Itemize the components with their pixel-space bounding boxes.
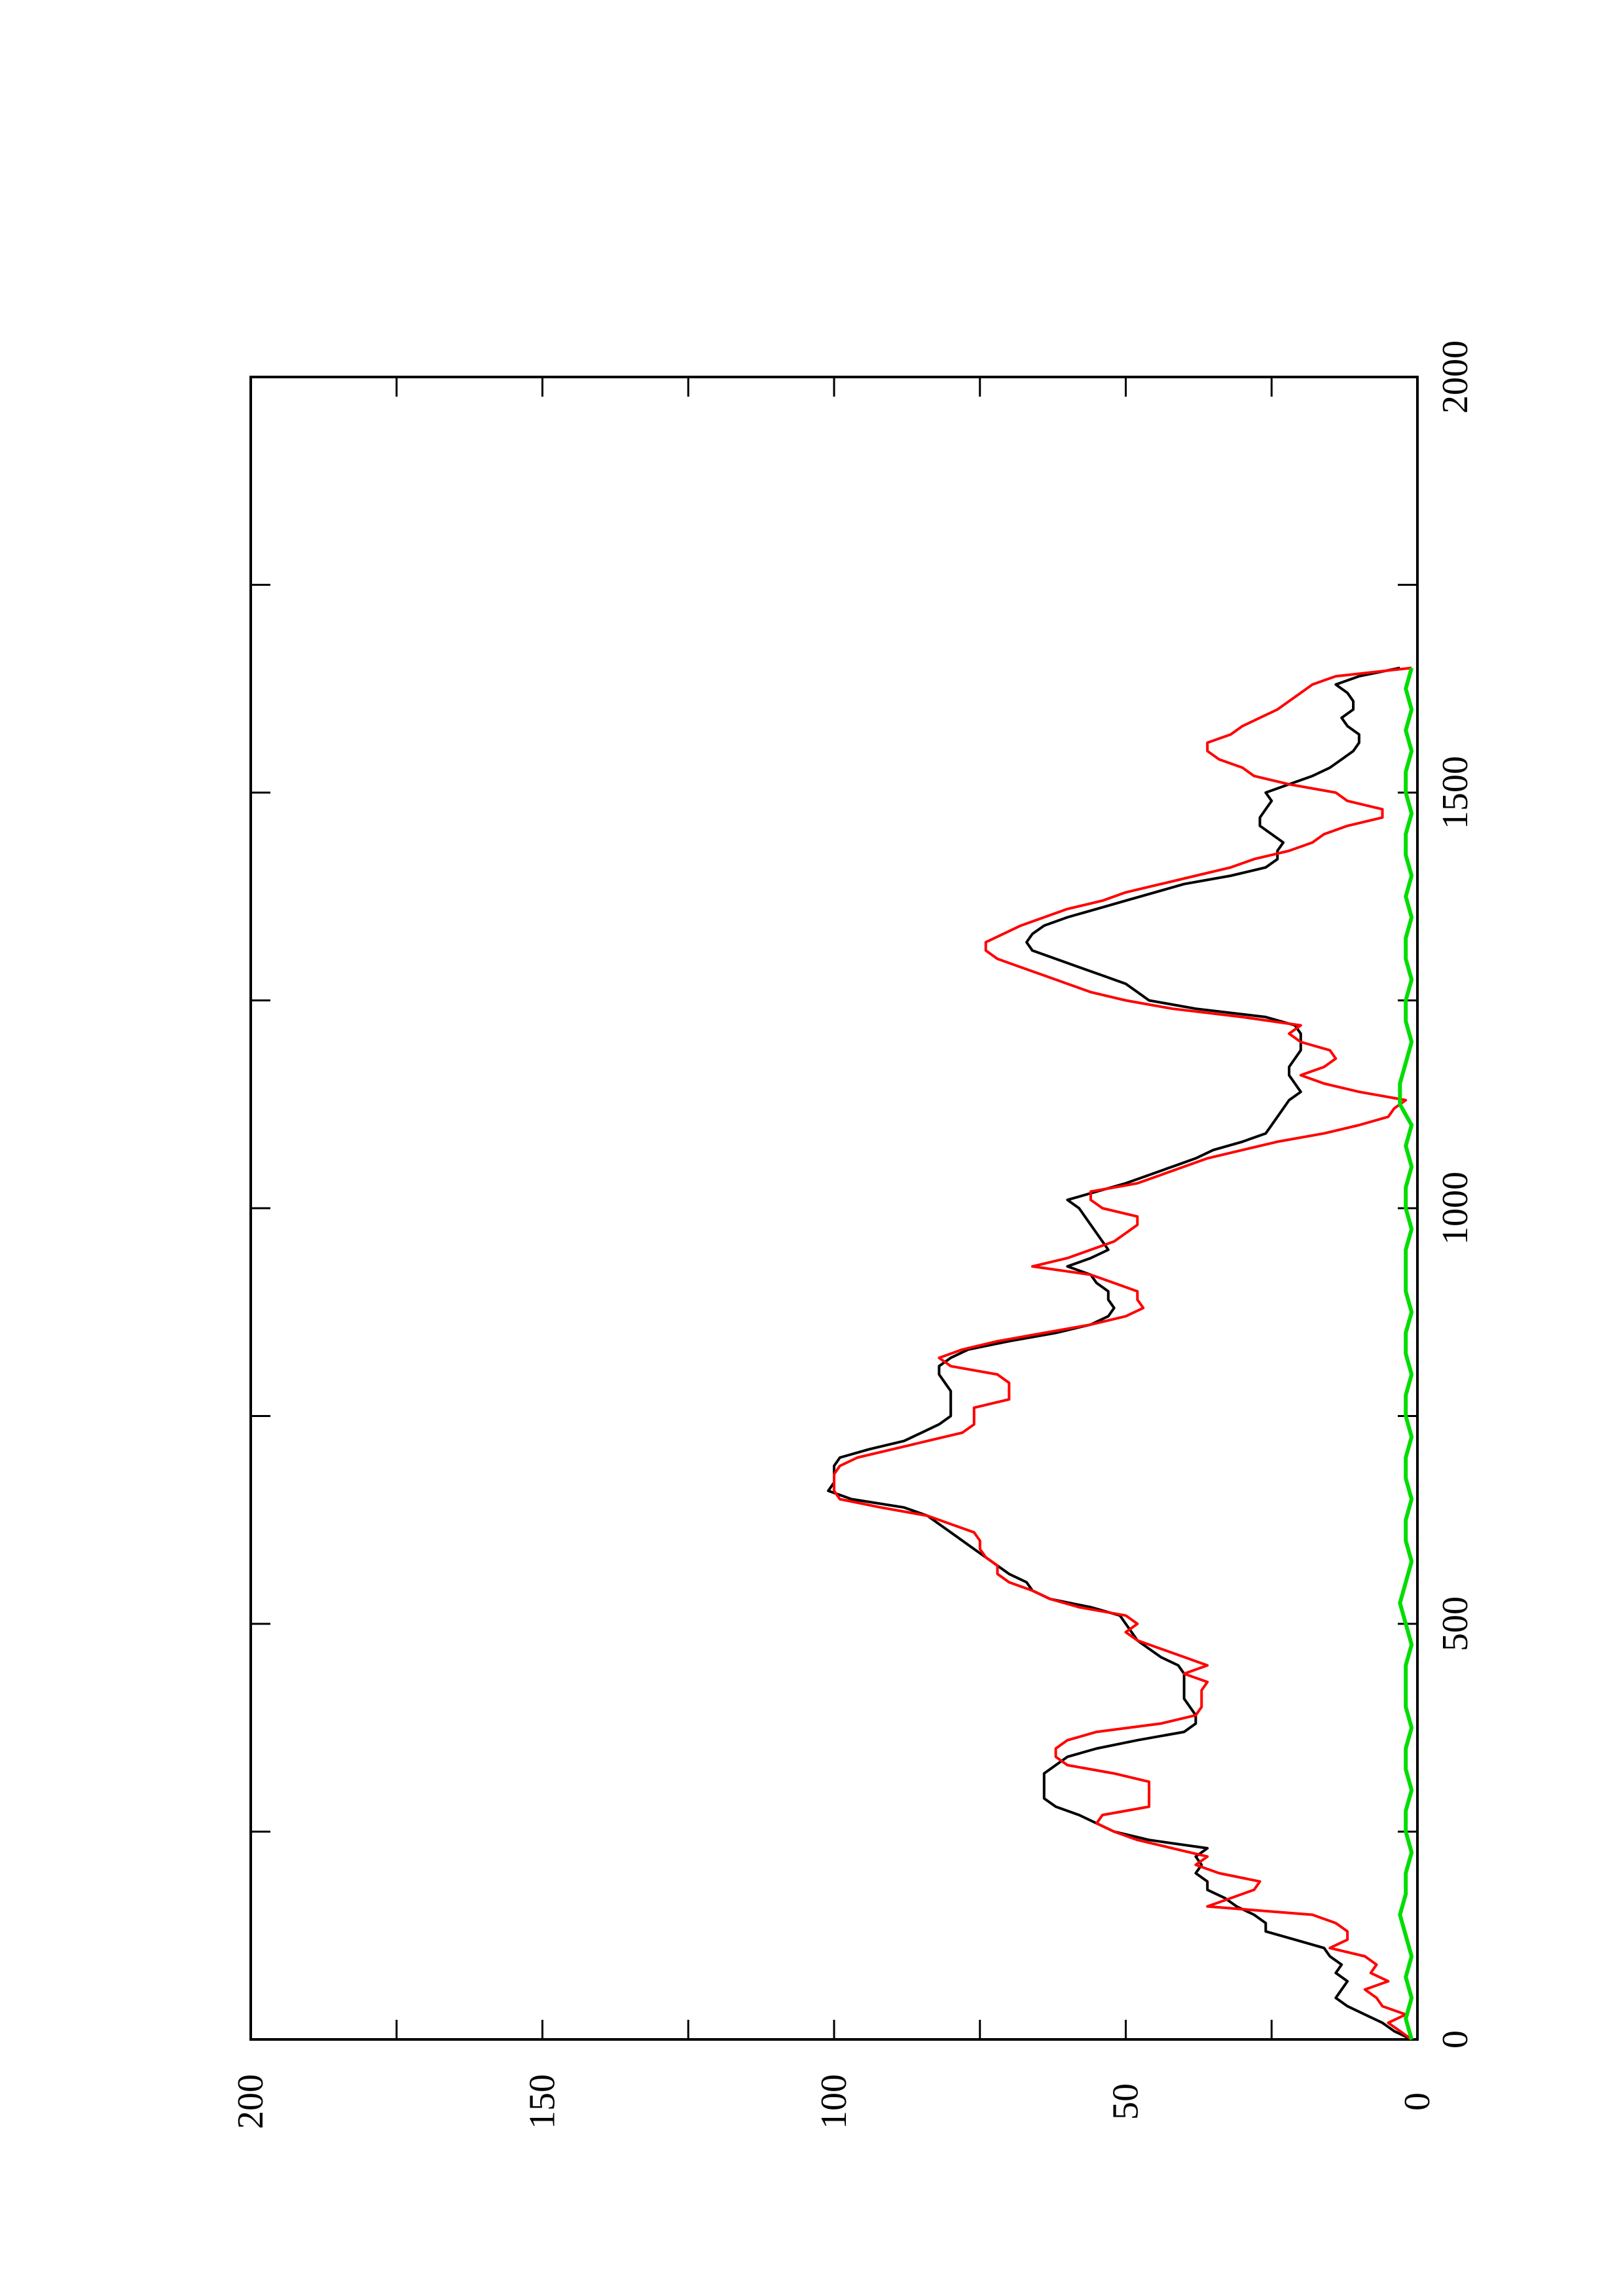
series-line-1: [827, 666, 1412, 2041]
x-tick-label: 2000: [1435, 340, 1476, 414]
series-line-2: [833, 666, 1413, 2041]
y-tick-label: 50: [1106, 2083, 1146, 2120]
axis-tick-labels: 0 500 1000 1500 2000 0 50 100 150 200: [230, 340, 1476, 2129]
x-tick-label: 500: [1435, 1596, 1476, 1651]
x-tick-label: 0: [1435, 2030, 1476, 2049]
series-layer: [827, 666, 1414, 2041]
y-tick-label: 150: [522, 2074, 563, 2129]
y-tick-label: 200: [230, 2074, 271, 2129]
y-tick-label: 0: [1397, 2092, 1438, 2111]
x-tick-label: 1500: [1435, 756, 1476, 829]
x-tick-label: 1000: [1435, 1172, 1476, 1245]
series-line-3: [1398, 667, 1414, 2040]
plot-frame: [249, 376, 1419, 2041]
y-tick-label: 100: [814, 2074, 854, 2129]
axis-ticks: [249, 376, 1419, 2041]
